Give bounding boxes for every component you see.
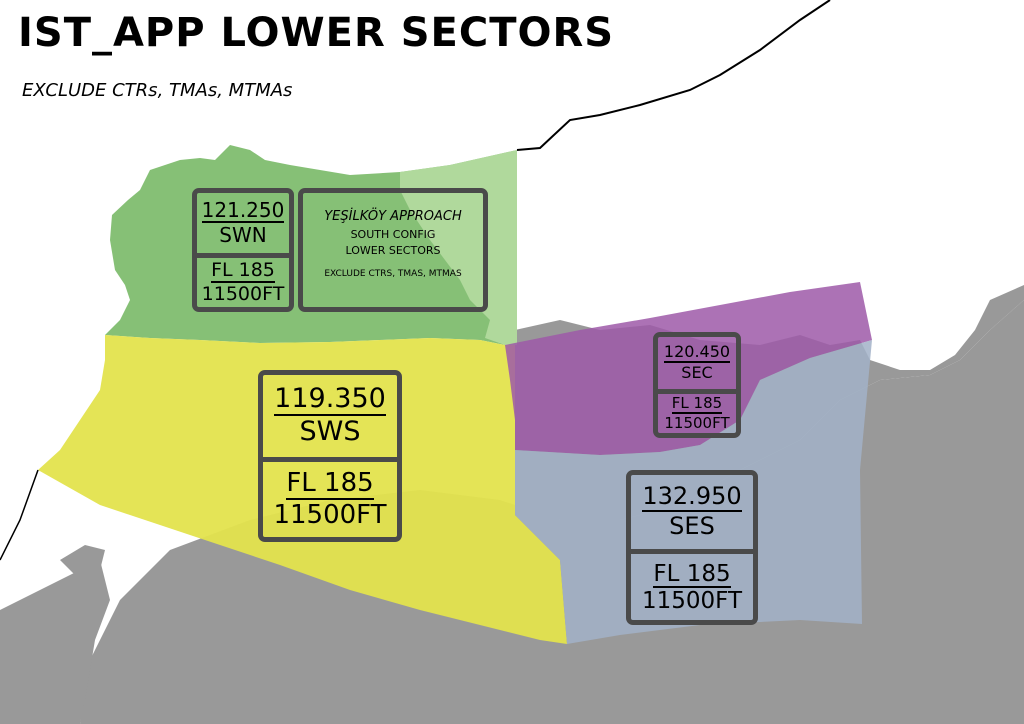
sws-level: FL 185 — [286, 468, 374, 500]
ses-name: SES — [669, 511, 715, 540]
sector-sec-area — [505, 282, 872, 455]
sws-name: SWS — [299, 415, 361, 447]
sector-ses-label: 132.950 SES FL 185 11500FT — [626, 470, 758, 625]
map-title: IST_APP LOWER SECTORS — [18, 10, 615, 56]
sector-sws-area — [38, 335, 567, 644]
land-peninsula — [0, 560, 110, 724]
swn-frequency: 121.250 — [201, 197, 285, 223]
sec-altitude: 11500FT — [664, 413, 730, 432]
map-subtitle: EXCLUDE CTRs, TMAs, MTMAs — [22, 80, 293, 101]
land-islet — [60, 545, 105, 575]
info-config: SOUTH CONFIG — [350, 228, 436, 241]
sector-sws-label: 119.350 SWS FL 185 11500FT — [258, 370, 402, 542]
info-box: YEŞİLKÖY APPROACH SOUTH CONFIG LOWER SEC… — [298, 188, 488, 312]
ses-altitude: 11500FT — [641, 588, 743, 615]
fir-boundary-west — [0, 469, 39, 561]
info-sectors: LOWER SECTORS — [345, 244, 441, 257]
fir-boundary-north — [516, 0, 831, 151]
info-exclude: EXCLUDE CTRS, TMAS, MTMAS — [324, 269, 462, 279]
sector-swn-label: 121.250 SWN FL 185 11500FT — [192, 188, 294, 312]
sec-level: FL 185 — [671, 394, 723, 414]
swn-altitude: 11500FT — [201, 282, 285, 305]
ses-frequency: 132.950 — [642, 482, 742, 512]
info-approach: YEŞİLKÖY APPROACH — [324, 209, 462, 224]
sec-frequency: 120.450 — [663, 342, 731, 363]
swn-level: FL 185 — [211, 259, 275, 283]
sector-ses-area — [515, 340, 872, 644]
sws-altitude: 11500FT — [273, 499, 387, 530]
swn-name: SWN — [219, 222, 267, 247]
sec-name: SEC — [681, 362, 713, 382]
sws-frequency: 119.350 — [274, 383, 386, 416]
sector-sec-label: 120.450 SEC FL 185 11500FT — [653, 332, 741, 438]
ses-level: FL 185 — [653, 560, 731, 589]
